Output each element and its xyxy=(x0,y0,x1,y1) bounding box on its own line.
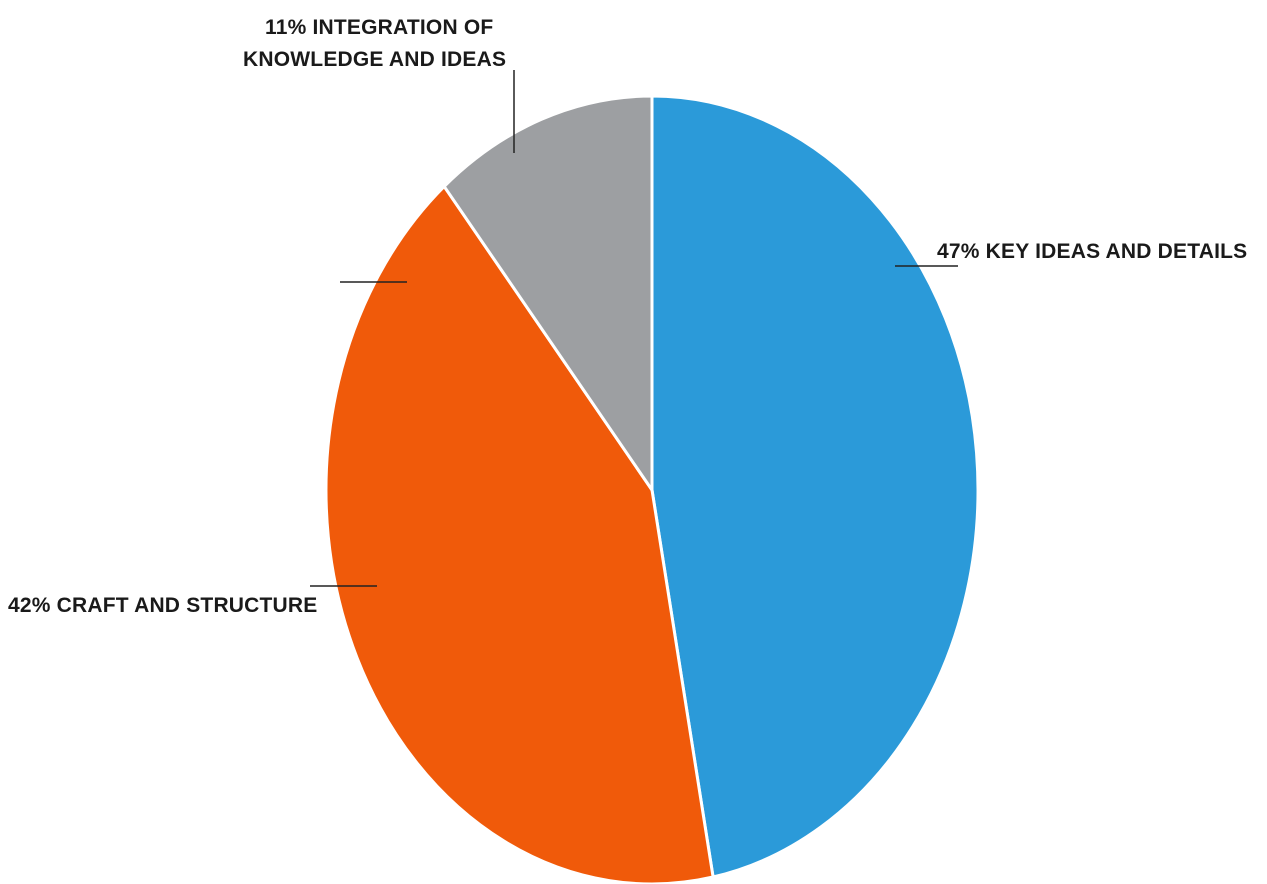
label-craft: 42% CRAFT AND STRUCTURE xyxy=(8,594,318,617)
label-integration-line1: 11% INTEGRATION OF xyxy=(265,16,493,39)
slice-craft xyxy=(324,184,715,884)
slice-integration xyxy=(442,94,654,495)
label-key-ideas: 47% KEY IDEAS AND DETAILS xyxy=(937,240,1247,263)
slice-key-ideas xyxy=(650,94,980,879)
label-integration-line2: KNOWLEDGE AND IDEAS xyxy=(243,48,506,71)
pie-slices xyxy=(324,94,980,884)
